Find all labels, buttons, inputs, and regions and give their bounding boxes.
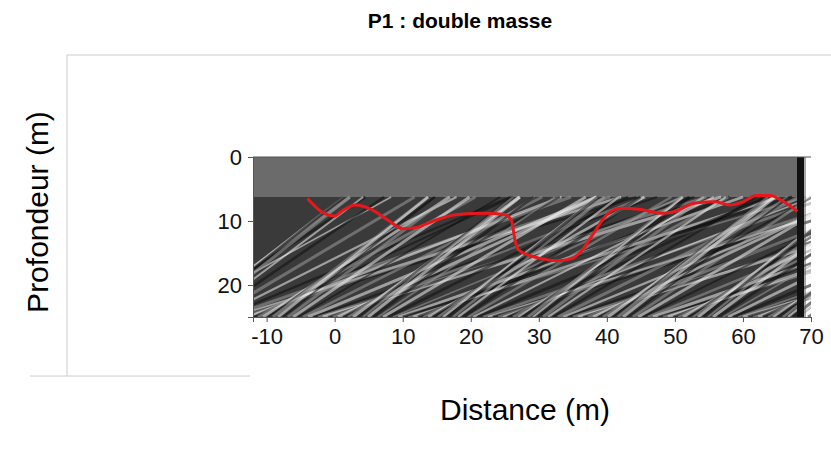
x-tick: 20 xyxy=(459,317,483,349)
x-tick-label: 40 xyxy=(595,324,619,349)
radargram-streak xyxy=(643,197,811,317)
radargram-streak xyxy=(318,197,707,317)
y-tick: 20 xyxy=(218,273,253,298)
panel-border xyxy=(30,376,250,377)
radargram-edge xyxy=(797,157,804,317)
radargram-streak xyxy=(803,197,811,317)
x-tick-mark xyxy=(811,317,812,322)
x-axis-title: Distance (m) xyxy=(440,393,610,426)
x-tick-mark xyxy=(403,317,404,322)
radargram-streak xyxy=(253,197,363,317)
frame xyxy=(805,157,806,317)
panel-border xyxy=(67,55,831,56)
x-tick-mark xyxy=(471,317,472,322)
x-tick-mark xyxy=(607,317,608,322)
x-tick-label: 30 xyxy=(527,324,551,349)
x-tick: 40 xyxy=(595,317,619,349)
chart: -10 0 10 20 30 40 50 60 70 0 10 20 P1 : double masse… xyxy=(0,0,831,466)
x-tick: 10 xyxy=(391,317,415,349)
x-tick-label: 60 xyxy=(731,324,755,349)
x-axis-line xyxy=(254,318,812,323)
x-tick: 30 xyxy=(527,317,551,349)
x-tick-label: 20 xyxy=(459,324,483,349)
y-axis-line xyxy=(248,158,254,318)
y-axis: 0 10 20 xyxy=(218,145,254,318)
radargram-streak xyxy=(253,197,636,317)
frame xyxy=(253,157,811,158)
y-tick-mark xyxy=(248,221,253,222)
y-tick: 0 xyxy=(230,145,253,170)
radargram-streak xyxy=(778,197,811,317)
x-tick-mark xyxy=(335,317,336,322)
x-tick: 60 xyxy=(731,317,755,349)
y-tick-label: 10 xyxy=(218,209,242,234)
x-tick-mark xyxy=(743,317,744,322)
x-tick: -10 xyxy=(251,317,283,349)
plot-area xyxy=(253,157,811,317)
x-tick: 70 xyxy=(799,317,823,349)
panel-border xyxy=(67,55,68,376)
y-tick: 10 xyxy=(218,209,253,234)
y-tick-mark xyxy=(248,285,253,286)
x-tick-label: 0 xyxy=(329,324,341,349)
y-axis-title: Profondeur (m) xyxy=(21,111,54,313)
x-tick-label: -10 xyxy=(251,324,283,349)
x-tick-mark xyxy=(675,317,676,322)
x-tick-label: 70 xyxy=(799,324,823,349)
radargram-streak xyxy=(648,197,811,317)
radargram-streak xyxy=(653,197,811,317)
x-tick-label: 50 xyxy=(663,324,687,349)
title: P1 : double masse xyxy=(368,9,552,32)
x-tick: 0 xyxy=(329,317,341,349)
x-tick-label: 10 xyxy=(391,324,415,349)
y-tick-mark xyxy=(248,157,253,158)
x-tick-mark xyxy=(267,317,268,322)
radargram-background xyxy=(253,157,797,317)
y-tick-label: 0 xyxy=(230,145,242,170)
x-axis: -10 0 10 20 30 40 50 60 70 xyxy=(251,317,824,349)
interpreted-line xyxy=(307,195,797,260)
radargram-streak xyxy=(808,197,811,317)
radargram-streak xyxy=(603,197,788,317)
y-tick-label: 20 xyxy=(218,273,242,298)
x-tick: 50 xyxy=(663,317,687,349)
x-tick-mark xyxy=(539,317,540,322)
